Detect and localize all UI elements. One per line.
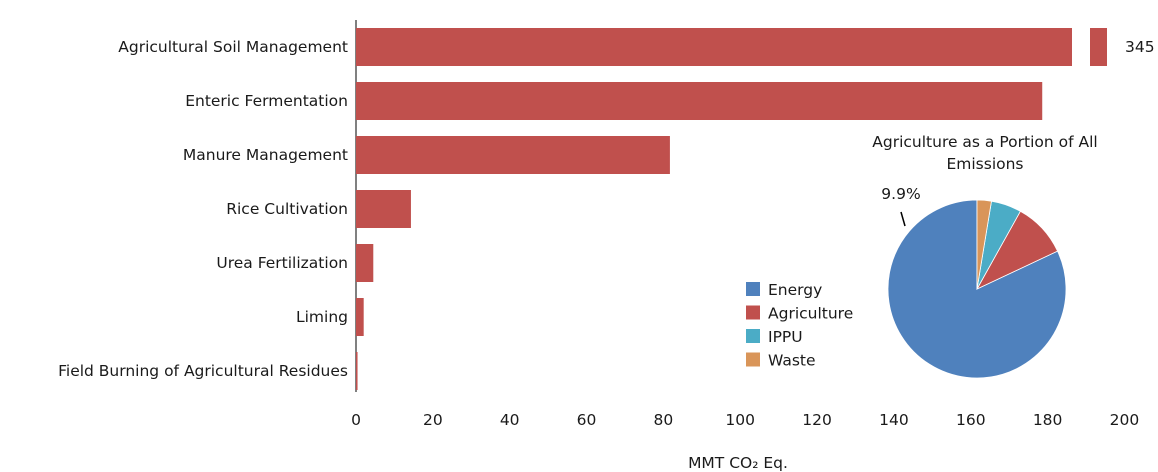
pie-title-line: Emissions xyxy=(946,155,1023,173)
bar-break-segment xyxy=(1090,28,1107,66)
legend-swatch xyxy=(746,352,760,367)
legend-label: Agriculture xyxy=(768,305,853,323)
x-tick-label: 0 xyxy=(351,411,361,429)
pie-slice xyxy=(976,199,992,290)
legend-label: Energy xyxy=(768,281,822,299)
category-label: Agricultural Soil Management xyxy=(118,38,348,56)
legend-swatch xyxy=(746,282,760,296)
x-axis-title: MMT CO₂ Eq. xyxy=(688,454,788,472)
legend-label: Waste xyxy=(768,352,816,370)
pie-title: Agriculture as a Portion of All Emissions xyxy=(872,133,1097,173)
category-label: Manure Management xyxy=(183,146,348,164)
x-tick-label: 120 xyxy=(802,411,832,429)
bar xyxy=(356,298,364,336)
bar xyxy=(356,82,1043,120)
bar xyxy=(356,352,358,390)
pie-chart: Agriculture as a Portion of All Emissions… xyxy=(746,133,1098,379)
x-tick-label: 200 xyxy=(1110,411,1140,429)
bar xyxy=(356,190,411,228)
legend-swatch xyxy=(746,329,760,343)
pie-title-line: Agriculture as a Portion of All xyxy=(872,133,1097,151)
legend-swatch xyxy=(746,305,760,320)
x-tick-label: 160 xyxy=(956,411,986,429)
x-tick-label: 80 xyxy=(654,411,674,429)
pie-label-leader xyxy=(900,211,906,227)
category-label: Field Burning of Agricultural Residues xyxy=(58,362,348,380)
bar xyxy=(356,136,670,174)
x-tick-label: 60 xyxy=(577,411,597,429)
x-tick-label: 40 xyxy=(500,411,520,429)
bar-chart: Agricultural Soil Management Enteric Ferm… xyxy=(58,20,1155,472)
category-label: Rice Cultivation xyxy=(226,200,348,218)
legend-label: IPPU xyxy=(768,328,803,346)
pie-slice-label: 9.9% xyxy=(881,185,920,203)
category-label: Urea Fertilization xyxy=(216,254,348,272)
bar xyxy=(356,28,1072,66)
category-label: Enteric Fermentation xyxy=(185,92,348,110)
x-tick-label: 180 xyxy=(1033,411,1063,429)
category-label: Liming xyxy=(296,308,348,326)
x-tick-label: 20 xyxy=(423,411,443,429)
x-tick-label: 100 xyxy=(725,411,755,429)
bar-value-label: 345 xyxy=(1125,38,1155,56)
bar xyxy=(356,244,374,282)
x-tick-label: 140 xyxy=(879,411,909,429)
